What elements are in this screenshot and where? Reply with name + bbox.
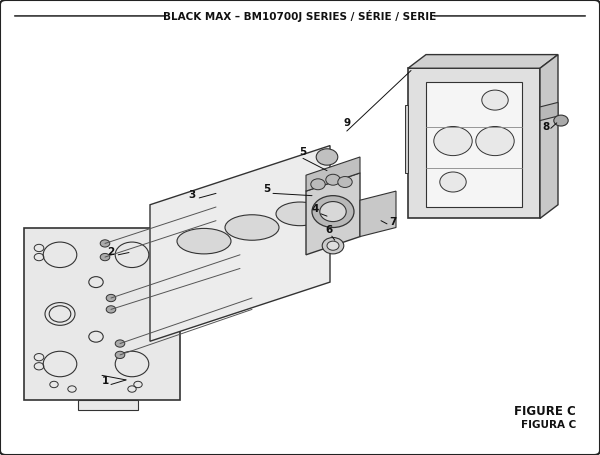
Circle shape <box>312 196 354 228</box>
Ellipse shape <box>225 215 279 240</box>
Text: 5: 5 <box>263 184 271 194</box>
Polygon shape <box>408 68 540 218</box>
Polygon shape <box>426 82 522 207</box>
Circle shape <box>115 351 125 359</box>
Polygon shape <box>360 191 396 237</box>
Text: FIGURE C: FIGURE C <box>514 405 576 418</box>
Circle shape <box>327 241 339 250</box>
Circle shape <box>320 202 346 222</box>
Text: 8: 8 <box>542 121 550 131</box>
Circle shape <box>106 306 116 313</box>
Circle shape <box>476 126 514 156</box>
Polygon shape <box>405 105 408 173</box>
Circle shape <box>482 90 508 110</box>
Polygon shape <box>306 157 360 191</box>
Circle shape <box>322 238 344 254</box>
Text: 2: 2 <box>107 247 115 257</box>
Circle shape <box>115 340 125 347</box>
Circle shape <box>554 115 568 126</box>
Polygon shape <box>78 400 138 410</box>
Polygon shape <box>540 102 558 121</box>
Circle shape <box>100 253 110 261</box>
Ellipse shape <box>177 228 231 254</box>
Circle shape <box>316 149 338 165</box>
Text: 9: 9 <box>343 118 350 128</box>
Text: 6: 6 <box>325 225 332 235</box>
Text: 3: 3 <box>188 190 196 200</box>
Text: BLACK MAX – BM10700J SERIES / SÉRIE / SERIE: BLACK MAX – BM10700J SERIES / SÉRIE / SE… <box>163 10 437 22</box>
Ellipse shape <box>276 202 324 226</box>
Polygon shape <box>306 173 360 255</box>
Text: 4: 4 <box>312 203 319 213</box>
Circle shape <box>100 240 110 247</box>
Circle shape <box>311 179 325 190</box>
Polygon shape <box>408 55 558 68</box>
Polygon shape <box>150 146 330 341</box>
Text: 5: 5 <box>299 147 307 157</box>
Text: 7: 7 <box>389 217 397 227</box>
Text: 1: 1 <box>101 376 109 386</box>
Text: FIGURA C: FIGURA C <box>521 420 576 430</box>
Polygon shape <box>540 55 558 218</box>
Circle shape <box>440 172 466 192</box>
Circle shape <box>434 126 472 156</box>
Polygon shape <box>24 228 180 400</box>
Circle shape <box>338 177 352 187</box>
Circle shape <box>326 174 340 185</box>
Circle shape <box>106 294 116 302</box>
